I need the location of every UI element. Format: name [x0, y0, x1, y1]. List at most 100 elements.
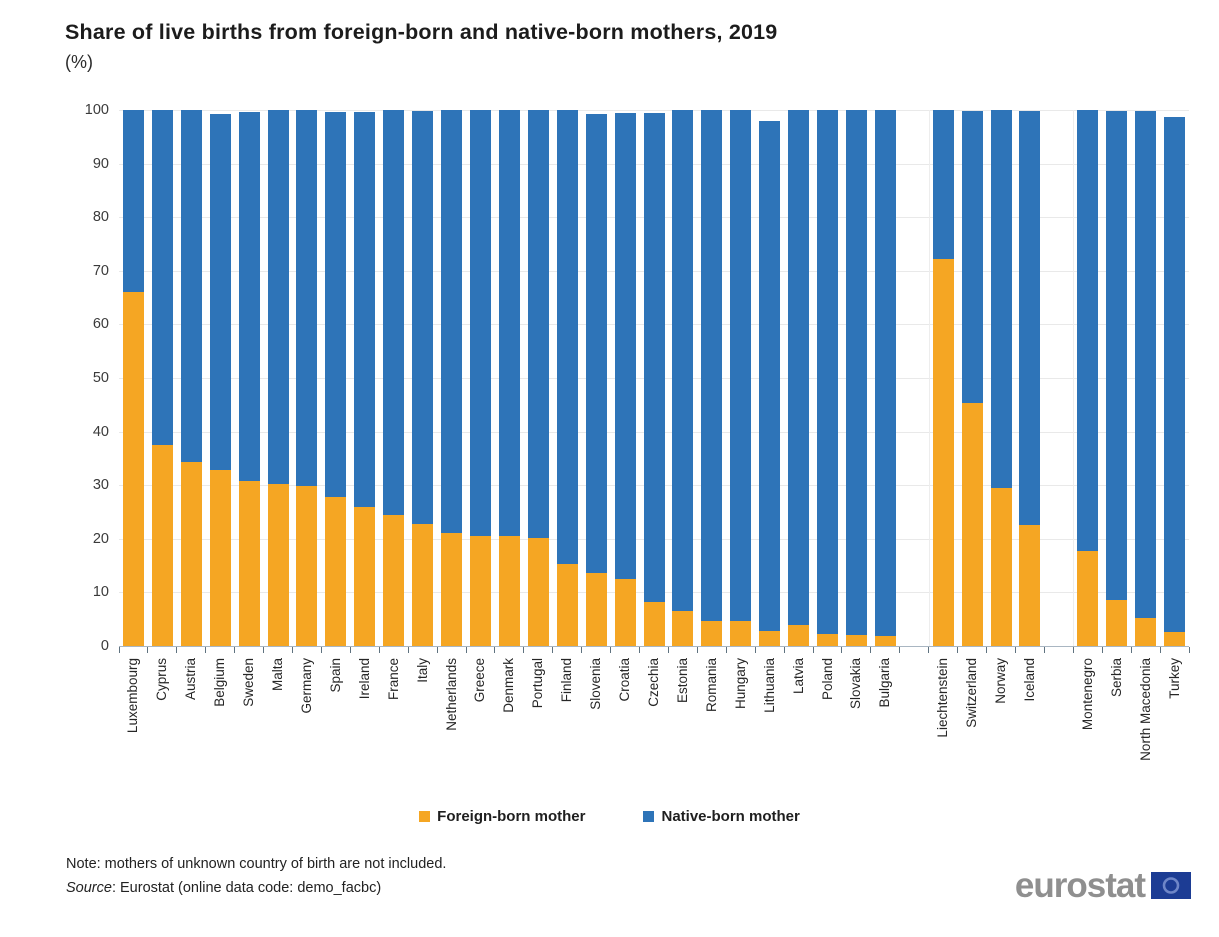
segment-native-born: [556, 110, 578, 564]
x-axis-tick: [436, 647, 438, 653]
stacked-bar-chart: 0 10 20 30 40 50 60 70 80 90 100 Luxembourg Cyprus Au…: [85, 102, 1190, 761]
x-axis-country-label: Greece: [472, 658, 488, 703]
segment-native-born: [469, 110, 491, 536]
bar-poland: [817, 110, 838, 646]
bar-slovenia: [585, 113, 607, 646]
bar-north-macedonia: [1135, 111, 1157, 646]
segment-foreign-born: [354, 506, 376, 646]
bar-sweden: [238, 111, 260, 646]
x-axis-country-label: Cyprus: [154, 658, 170, 701]
gridline-y-100: [119, 110, 1189, 111]
x-axis-country-label: Switzerland: [964, 658, 980, 728]
segment-foreign-born: [296, 486, 318, 646]
segment-native-born: [1135, 111, 1157, 619]
y-axis-tick-label: 80: [92, 209, 109, 226]
y-axis-tick-label: 50: [92, 370, 109, 386]
segment-native-born: [1106, 110, 1128, 601]
chart-note: Note: mothers of unknown country of birt…: [66, 856, 447, 872]
bar-norway: [990, 110, 1012, 646]
legend-item-native-born: Native-born mother: [643, 808, 800, 825]
y-axis-tick-label: 90: [92, 155, 109, 172]
segment-native-born: [498, 110, 520, 537]
segment-foreign-born: [1135, 618, 1157, 646]
x-axis-country-label: Poland: [819, 658, 835, 701]
bar-latvia: [788, 110, 810, 646]
x-axis-tick: [292, 647, 293, 653]
bar-germany: [296, 110, 318, 646]
x-axis-country-label: Portugal: [530, 658, 546, 709]
bar-croatia: [614, 113, 636, 646]
bar-finland: [556, 110, 578, 646]
segment-native-born: [383, 110, 405, 516]
x-axis-tick: [234, 647, 236, 653]
x-axis-country-label: Latvia: [790, 658, 806, 695]
segment-foreign-born: [1164, 632, 1186, 646]
x-axis-tick: [263, 647, 265, 653]
segment-foreign-born: [1077, 550, 1099, 646]
y-axis-tick-label: 100: [84, 102, 109, 118]
plot-area: 0 10 20 30 40 50 60 70 80 90 100 Luxembourg Cyprus Au…: [85, 102, 1190, 761]
segment-native-born: [151, 110, 173, 445]
eurostat-logo-text: eurostat: [1014, 866, 1146, 905]
x-axis-tick: [407, 647, 409, 653]
x-axis-tick: [1188, 647, 1190, 653]
segment-native-born: [209, 114, 231, 471]
segment-foreign-born: [701, 620, 723, 646]
x-axis-country-label: Croatia: [617, 658, 633, 702]
segment-native-born: [527, 110, 549, 538]
y-axis-tick-label: 10: [92, 584, 109, 601]
x-axis-country-label: Malta: [270, 658, 286, 692]
x-axis-tick: [118, 647, 120, 653]
bar-ireland: [354, 112, 376, 646]
segment-foreign-born: [469, 535, 491, 646]
x-axis-country-label: Austria: [183, 658, 199, 701]
x-axis-tick: [841, 647, 843, 653]
x-axis-tick: [696, 647, 698, 653]
bar-luxembourg: [122, 110, 144, 646]
x-axis-tick: [465, 647, 467, 653]
segment-foreign-born: [267, 483, 289, 646]
x-axis-tick: [378, 647, 380, 653]
page-title: Share of live births from foreign-born a…: [65, 20, 778, 44]
chart-legend: Foreign-born mother Native-born mother: [0, 808, 1219, 825]
x-axis-tick: [552, 647, 554, 653]
segment-foreign-born: [874, 636, 896, 646]
bar-lithuania: [759, 120, 781, 646]
segment-native-born: [1077, 110, 1099, 551]
segment-native-born: [412, 111, 434, 524]
x-axis-country-label: Denmark: [501, 658, 517, 713]
x-axis-tick: [147, 647, 149, 653]
segment-foreign-born: [151, 445, 173, 646]
segment-foreign-born: [614, 579, 636, 646]
x-axis-country-label: Slovakia: [848, 658, 864, 710]
group-separator-gridline: [928, 110, 930, 646]
x-axis-country-label: Lithuania: [761, 658, 777, 713]
segment-foreign-born: [1106, 600, 1128, 646]
y-axis-tick-label: 40: [92, 423, 109, 440]
segment-native-born: [296, 110, 318, 487]
x-axis-country-label: Germany: [298, 658, 314, 714]
bar-estonia: [672, 110, 694, 646]
segment-native-born: [817, 110, 838, 635]
bar-spain: [325, 112, 347, 646]
x-axis-tick: [349, 647, 351, 653]
y-axis-tick-label: 20: [92, 530, 109, 547]
segment-native-born: [672, 110, 694, 611]
bar-hungary: [730, 110, 752, 646]
legend-item-foreign-born: Foreign-born mother: [419, 808, 585, 825]
segment-foreign-born: [498, 536, 520, 646]
segment-foreign-born: [845, 634, 867, 646]
segment-native-born: [845, 110, 867, 635]
x-axis-country-label: Montenegro: [1079, 658, 1095, 731]
x-axis-tick: [812, 647, 814, 653]
x-axis-tick: [610, 647, 612, 653]
segment-foreign-born: [1019, 525, 1041, 646]
segment-foreign-born: [672, 610, 694, 646]
y-axis-tick-label: 60: [92, 316, 109, 333]
bar-netherlands: [441, 110, 463, 646]
x-axis-country-label: Sweden: [241, 658, 257, 707]
bar-france: [383, 110, 405, 646]
x-axis-country-label: North Macedonia: [1137, 658, 1153, 761]
x-axis-tick: [725, 647, 727, 653]
x-axis-tick: [205, 647, 207, 653]
